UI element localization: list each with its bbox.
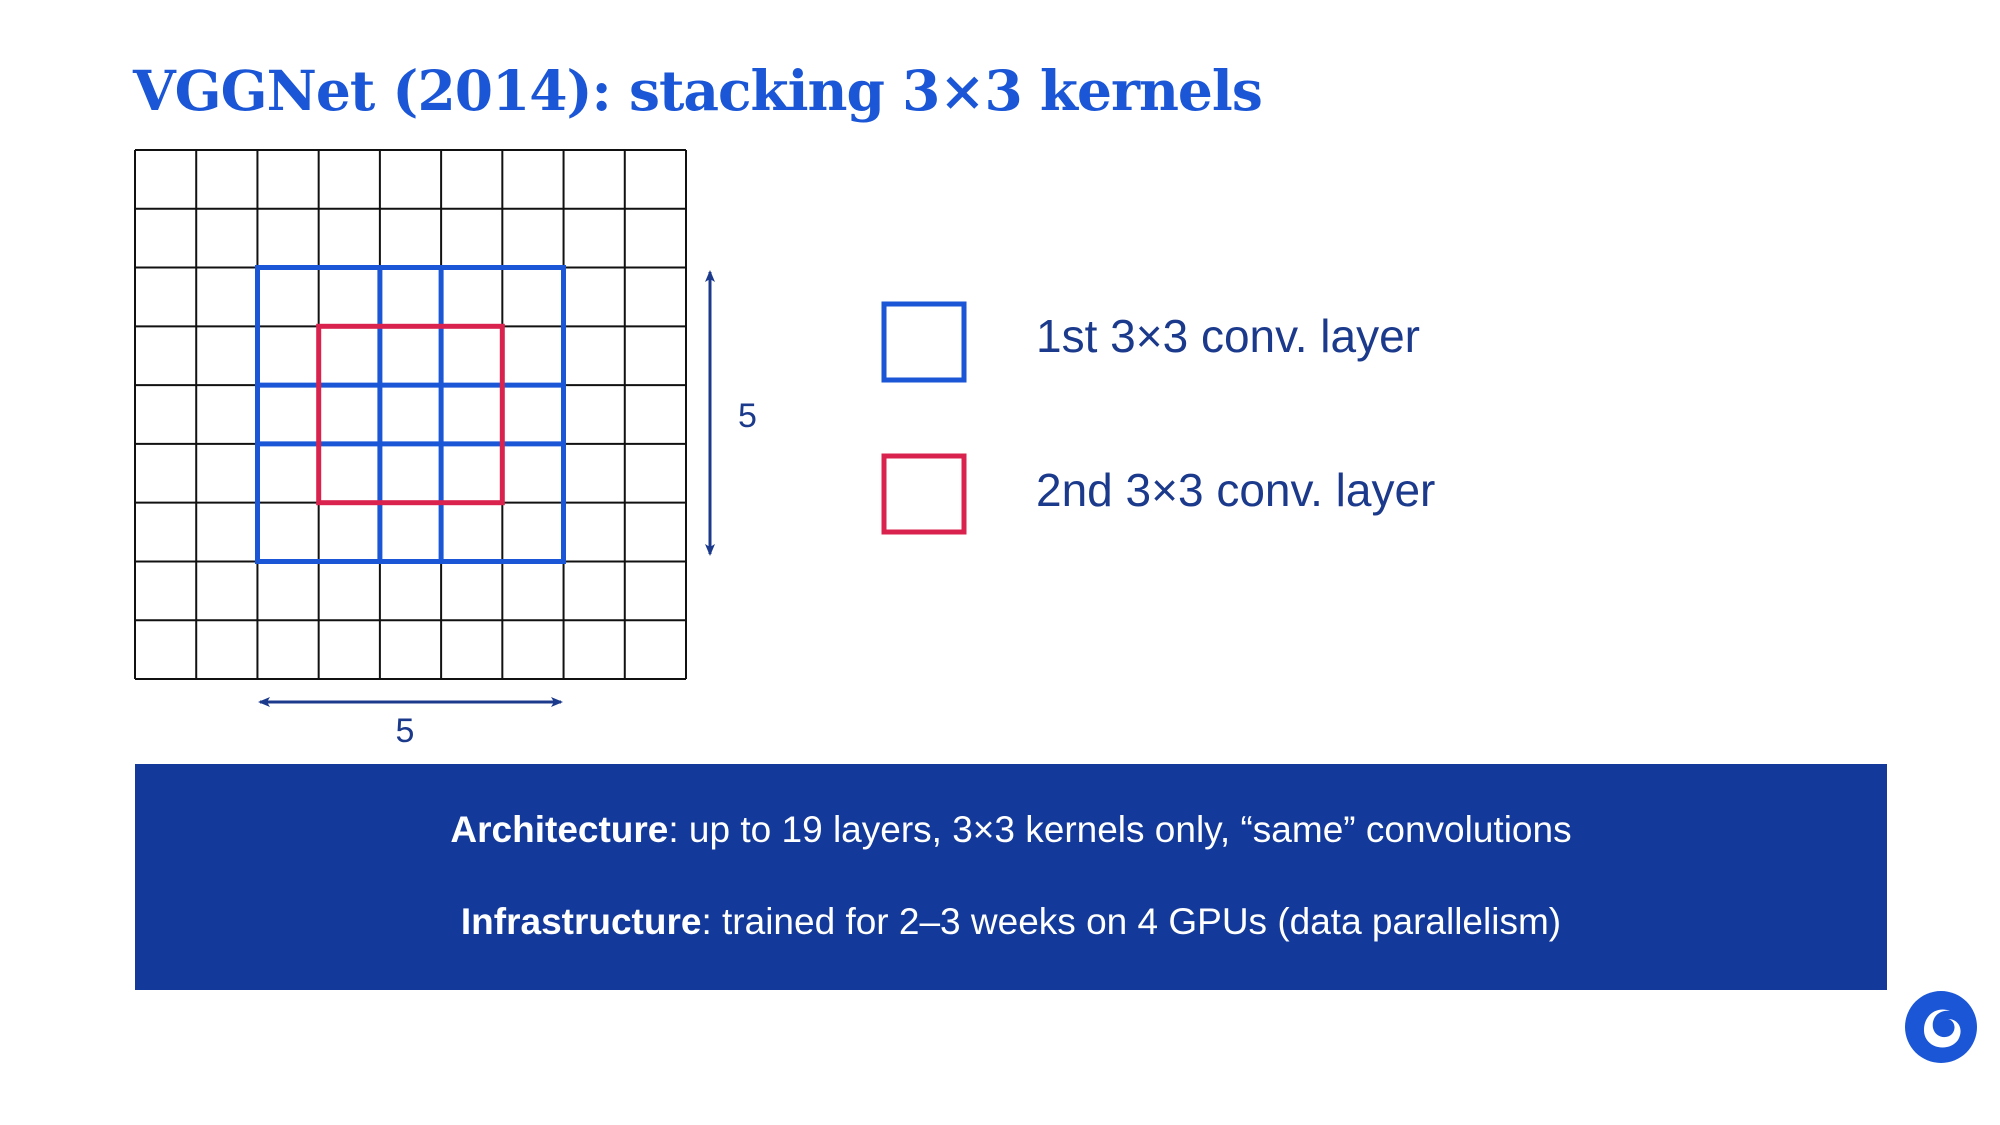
infrastructure-line: Infrastructure: trained for 2–3 weeks on…: [135, 901, 1887, 943]
architecture-text: : up to 19 layers, 3×3 kernels only, “sa…: [668, 809, 1572, 850]
second-layer-region: [316, 323, 505, 506]
legend-first-layer-swatch: [881, 301, 967, 383]
width-label: 5: [396, 712, 415, 750]
legend-first-layer-label: 1st 3×3 conv. layer: [1036, 310, 1420, 362]
legend-second-layer-swatch: [881, 453, 967, 535]
height-label: 5: [738, 397, 757, 435]
first-layer-region: [255, 265, 566, 564]
infrastructure-text: : trained for 2–3 weeks on 4 GPUs (data …: [701, 901, 1562, 942]
slide-title: VGGNet (2014): stacking 3×3 kernels: [133, 58, 1263, 123]
summary-box: Architecture: up to 19 layers, 3×3 kerne…: [135, 764, 1887, 990]
architecture-line: Architecture: up to 19 layers, 3×3 kerne…: [135, 809, 1887, 851]
legend-second-layer-label: 2nd 3×3 conv. layer: [1036, 464, 1436, 516]
deepmind-logo-icon: [1905, 991, 1977, 1063]
infrastructure-term: Infrastructure: [460, 901, 702, 942]
input-grid: [134, 149, 687, 680]
architecture-term: Architecture: [450, 809, 669, 850]
